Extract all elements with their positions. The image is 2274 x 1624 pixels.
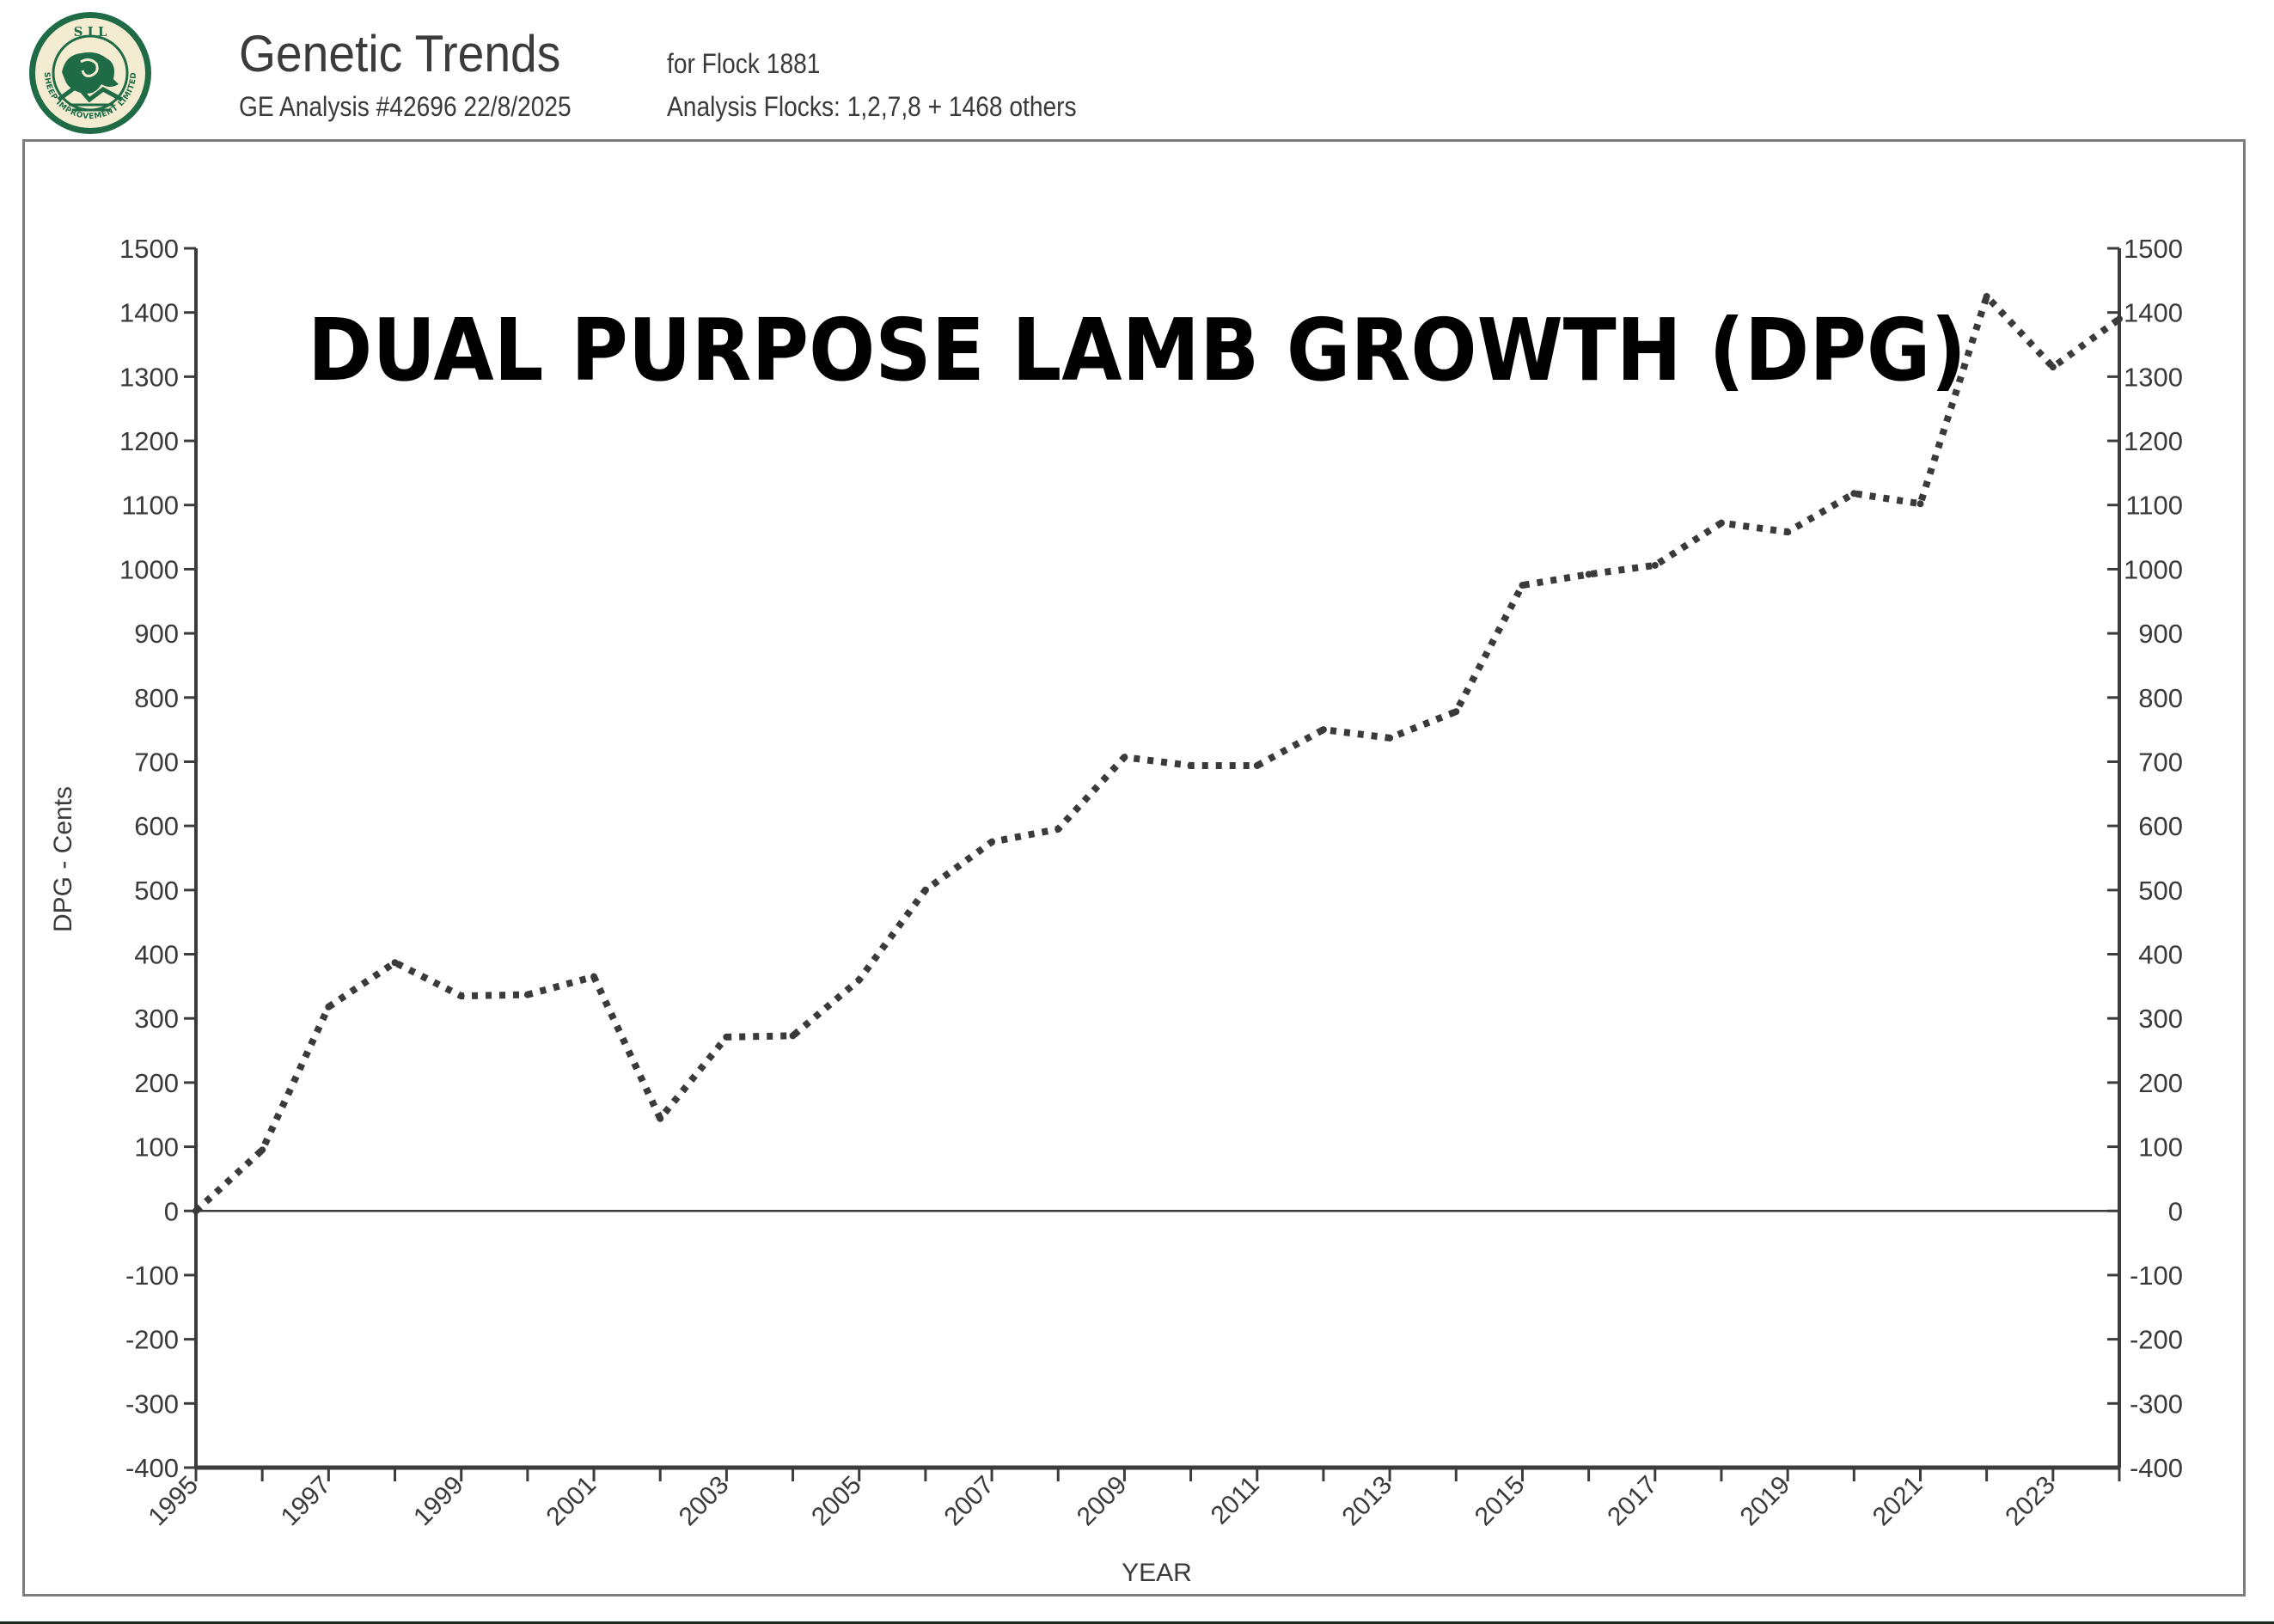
right-y-tick-label: 1400 <box>2124 298 2183 328</box>
x-tick-label: 2001 <box>541 1471 602 1532</box>
page-title: Genetic Trends <box>239 25 561 82</box>
sil-logo: S I L SHEEP IMPROVEMENT LIMITED <box>29 12 151 134</box>
data-point <box>457 992 465 1000</box>
data-point <box>259 1146 266 1154</box>
x-tick-label: 2013 <box>1337 1471 1398 1532</box>
logo-sil-text: S I L <box>74 24 107 40</box>
x-tick-label: 2005 <box>806 1471 867 1532</box>
data-point <box>1386 734 1394 742</box>
left-y-tick-label: -100 <box>125 1261 179 1291</box>
left-y-tick-label: 1200 <box>119 426 179 456</box>
right-y-tick-label: 400 <box>2138 940 2183 970</box>
x-tick-label: 1999 <box>408 1471 469 1532</box>
data-point <box>1519 582 1526 589</box>
data-point <box>2116 315 2123 323</box>
x-axis-title: YEAR <box>1122 1559 1192 1587</box>
x-tick-label: 2003 <box>674 1471 735 1532</box>
right-y-tick-label: 600 <box>2138 811 2183 841</box>
right-y-tick-label: -200 <box>2130 1325 2183 1355</box>
left-y-tick-label: 200 <box>134 1068 179 1098</box>
flock-label: for Flock 1881 <box>667 48 821 79</box>
right-y-tick-label: -400 <box>2130 1453 2183 1483</box>
right-y-tick-label: 1200 <box>2124 426 2183 456</box>
right-y-tick-label: 200 <box>2138 1068 2183 1098</box>
right-y-tick-label: 1500 <box>2124 234 2183 264</box>
x-tick-label: 2019 <box>1735 1471 1796 1532</box>
right-y-tick-label: 1100 <box>2125 491 2183 521</box>
left-y-tick-label: 500 <box>134 876 179 906</box>
right-y-tick-label: 300 <box>2138 1004 2183 1034</box>
data-point <box>2049 363 2057 371</box>
data-point <box>723 1033 730 1041</box>
left-y-tick-label: 1300 <box>119 362 179 392</box>
analysis-id: GE Analysis #42696 22/8/2025 <box>239 91 572 122</box>
x-tick-label: 2017 <box>1602 1471 1663 1532</box>
data-point <box>1253 761 1261 769</box>
right-y-tick-label: 700 <box>2138 747 2183 777</box>
left-y-tick-label: 1000 <box>119 554 179 584</box>
x-tick-label: 2007 <box>938 1471 999 1532</box>
data-point <box>1054 825 1062 833</box>
data-point <box>1916 500 1924 508</box>
x-tick-label: 1997 <box>276 1471 337 1532</box>
data-point <box>1651 561 1659 569</box>
data-point <box>325 1003 333 1010</box>
data-point <box>523 991 531 998</box>
left-y-tick-label: -300 <box>125 1389 179 1419</box>
right-y-tick-label: -300 <box>2130 1389 2183 1419</box>
x-tick-label: 2023 <box>2000 1471 2061 1532</box>
data-point <box>391 959 399 967</box>
chart-title: DUAL PURPOSE LAMB GROWTH (DPG) <box>308 300 1966 400</box>
series-line-dpg <box>193 293 2122 1214</box>
left-y-tick-label: 1100 <box>121 491 179 521</box>
right-y-tick-label: 900 <box>2138 619 2183 649</box>
data-point <box>1452 708 1460 716</box>
data-point <box>921 886 929 894</box>
data-point <box>1850 490 1858 498</box>
data-point <box>1784 528 1792 536</box>
right-y-tick-label: 0 <box>2168 1196 2183 1226</box>
left-y-tick-label: 100 <box>134 1133 179 1163</box>
left-y-tick-label: 300 <box>134 1004 179 1034</box>
chart-frame <box>22 139 2246 1597</box>
data-point <box>855 976 863 984</box>
data-point <box>1585 571 1592 578</box>
left-y-tick-label: -200 <box>125 1325 179 1355</box>
left-y-tick-label: -400 <box>125 1453 179 1483</box>
bottom-edge <box>0 1621 2274 1624</box>
data-point <box>657 1114 664 1122</box>
right-y-tick-label: 1000 <box>2124 554 2183 584</box>
analysis-flocks: Analysis Flocks: 1,2,7,8 + 1468 others <box>667 91 1077 122</box>
left-y-tick-label: 0 <box>164 1196 179 1226</box>
left-y-tick-label: 800 <box>134 683 179 713</box>
x-tick-label: 2021 <box>1867 1471 1929 1532</box>
left-y-tick-label: 1400 <box>119 298 179 328</box>
left-y-tick-label: 700 <box>134 747 179 777</box>
right-y-tick-label: 1300 <box>2124 362 2183 392</box>
right-y-tick-label: 500 <box>2138 876 2183 906</box>
data-point <box>988 838 996 846</box>
left-y-tick-label: 1500 <box>119 234 179 264</box>
data-point <box>1983 293 1990 301</box>
data-point <box>1717 519 1725 527</box>
data-point <box>193 1207 199 1215</box>
right-y-tick-label: 100 <box>2138 1133 2183 1163</box>
x-tick-label: 2015 <box>1470 1471 1531 1532</box>
right-y-tick-label: 800 <box>2138 683 2183 713</box>
data-point <box>1319 726 1327 734</box>
data-point <box>590 973 598 980</box>
data-point <box>789 1032 797 1040</box>
x-tick-label: 2009 <box>1072 1471 1133 1532</box>
left-y-tick-label: 600 <box>134 811 179 841</box>
ram-icon <box>57 52 124 112</box>
data-point <box>1121 754 1128 761</box>
y-axis-title: DPG - Cents <box>49 786 77 932</box>
left-y-tick-label: 400 <box>134 940 179 970</box>
data-point <box>1187 761 1195 769</box>
left-y-tick-label: 900 <box>134 619 179 649</box>
right-y-tick-label: -100 <box>2130 1261 2183 1291</box>
